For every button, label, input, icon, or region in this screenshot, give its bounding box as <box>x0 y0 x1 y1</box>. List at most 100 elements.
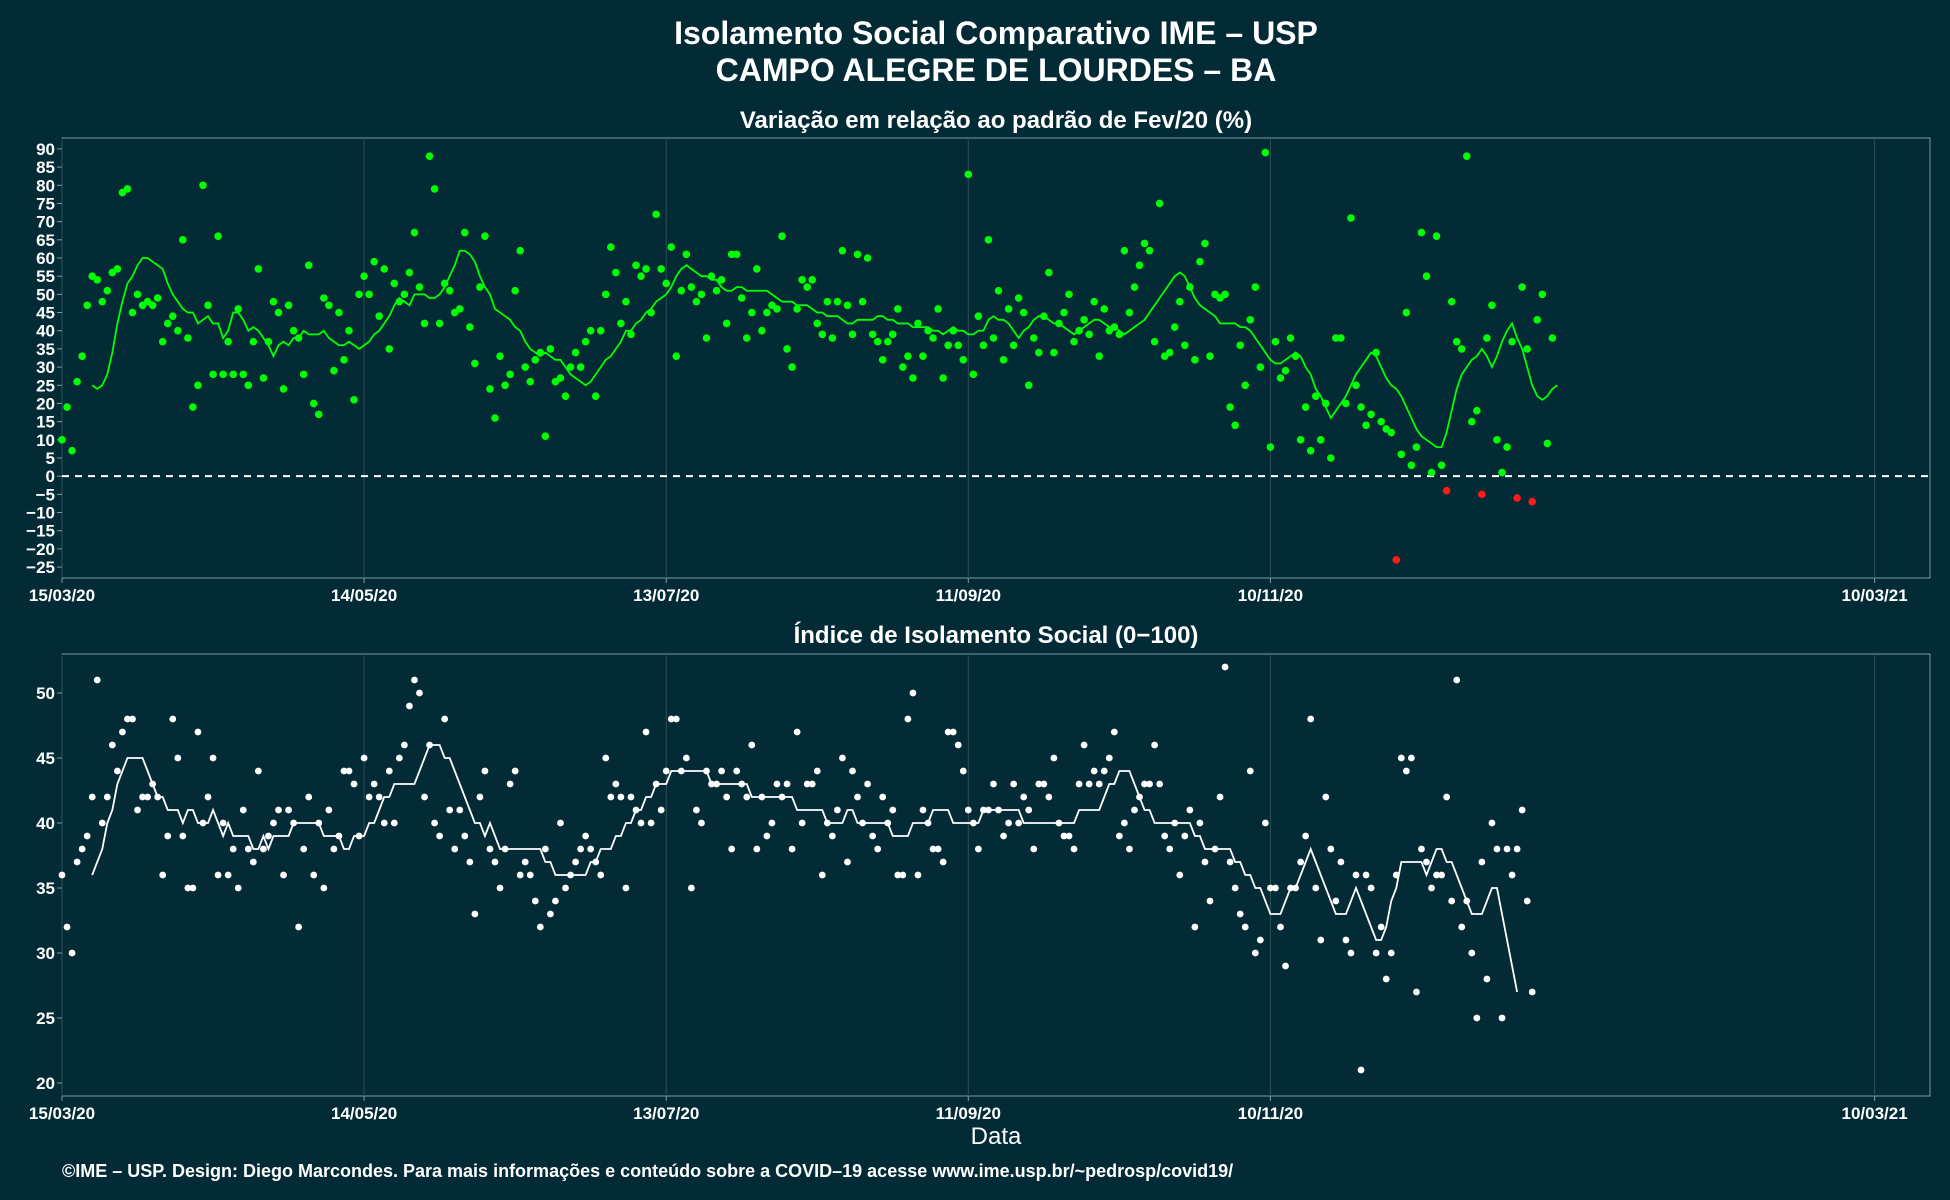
data-point <box>521 858 529 866</box>
data-point <box>179 832 187 840</box>
data-point <box>153 294 162 302</box>
data-point <box>1090 297 1098 306</box>
data-point <box>617 793 625 801</box>
data-point <box>1528 988 1536 996</box>
data-point <box>662 767 670 775</box>
data-point <box>209 754 217 762</box>
data-point <box>1473 1014 1481 1022</box>
data-point <box>73 377 81 386</box>
data-point <box>1437 461 1446 470</box>
panel-frame <box>61 653 1931 1097</box>
data-point <box>854 793 861 801</box>
data-point <box>275 806 282 814</box>
data-point <box>1292 884 1299 892</box>
data-point <box>1070 337 1078 346</box>
data-point <box>1226 403 1234 411</box>
x-tick-label: 10/11/20 <box>1238 1104 1303 1123</box>
data-point <box>385 767 393 775</box>
data-point <box>758 793 766 801</box>
data-point <box>501 381 509 390</box>
data-point <box>1276 374 1285 382</box>
data-point <box>733 767 741 775</box>
data-point <box>723 793 731 801</box>
data-point <box>1000 832 1007 840</box>
data-point <box>1528 497 1537 506</box>
data-point <box>335 308 343 317</box>
data-point <box>698 819 705 827</box>
x-tick-label: 13/07/20 <box>633 1104 699 1123</box>
data-point <box>566 363 575 371</box>
data-point <box>1427 468 1436 477</box>
data-point <box>607 243 615 251</box>
data-point <box>1115 832 1123 840</box>
data-point <box>1191 356 1199 364</box>
data-point <box>1306 446 1315 455</box>
data-point <box>159 871 167 879</box>
data-point <box>1075 780 1083 788</box>
y-tick-label: 40 <box>36 814 55 833</box>
y-tick-label: 85 <box>36 158 55 177</box>
data-point <box>939 374 947 382</box>
data-point <box>340 356 348 364</box>
data-point <box>823 819 831 827</box>
data-point <box>1523 897 1531 905</box>
data-point <box>995 806 1002 814</box>
data-point <box>63 923 71 931</box>
data-point <box>1452 337 1461 346</box>
data-point <box>73 858 81 866</box>
data-point <box>768 819 776 827</box>
data-point <box>1030 845 1038 853</box>
x-tick-label: 11/09/20 <box>936 1104 1001 1123</box>
panel2-title: Índice de Isolamento Social (0−100) <box>794 621 1199 649</box>
data-point <box>899 363 907 371</box>
data-point <box>1019 308 1028 317</box>
data-point <box>818 330 827 339</box>
data-point <box>1433 871 1440 879</box>
data-point <box>1311 392 1320 400</box>
data-point <box>1009 341 1018 350</box>
data-point <box>743 793 751 801</box>
data-point <box>406 702 413 710</box>
data-point <box>813 319 822 328</box>
data-point <box>1226 858 1234 866</box>
data-point <box>345 767 353 775</box>
data-point <box>763 832 771 840</box>
data-point <box>1418 845 1425 853</box>
data-point <box>370 780 378 788</box>
data-point <box>1463 897 1471 905</box>
data-point <box>693 806 700 814</box>
data-point <box>1277 923 1284 931</box>
data-point <box>647 308 655 317</box>
data-point <box>314 410 323 419</box>
data-point <box>1095 780 1103 788</box>
data-point <box>214 232 222 240</box>
data-point <box>1186 806 1194 814</box>
data-point <box>214 871 222 879</box>
data-point <box>597 871 605 879</box>
data-point <box>179 236 187 244</box>
data-point <box>1352 381 1360 390</box>
data-point <box>531 356 540 364</box>
y-tick-label: 45 <box>36 304 55 323</box>
data-point <box>506 780 514 788</box>
data-point <box>1291 352 1300 360</box>
data-point <box>798 819 806 827</box>
data-point <box>234 305 243 313</box>
x-tick-label: 10/11/20 <box>1238 586 1303 605</box>
data-point <box>929 845 937 853</box>
data-point <box>914 319 922 328</box>
data-point <box>133 290 142 299</box>
data-point <box>63 403 71 411</box>
data-point <box>1267 884 1274 892</box>
data-point <box>612 268 620 277</box>
data-point <box>667 243 676 251</box>
data-point <box>320 294 328 302</box>
data-point <box>1145 246 1154 255</box>
data-point <box>244 381 253 390</box>
data-point <box>783 345 791 353</box>
data-point <box>1347 949 1355 957</box>
data-point <box>466 323 474 331</box>
data-point <box>1025 806 1033 814</box>
data-point <box>476 793 484 801</box>
data-point <box>561 392 570 400</box>
